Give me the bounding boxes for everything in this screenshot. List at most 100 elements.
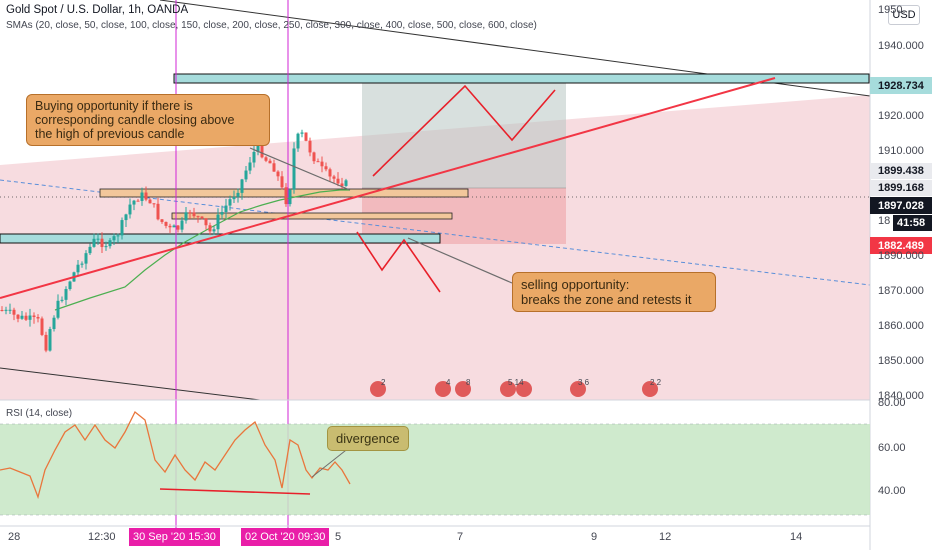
event-label: 4 [446,378,451,387]
bullish-projection[interactable] [372,84,556,177]
candle-body [4,309,8,311]
price-tick: 1890.000 [878,250,924,262]
sell-opportunity-note[interactable]: selling opportunity: breaks the zone and… [512,272,716,312]
candle-body [292,148,296,190]
orange-zone-1[interactable] [99,188,469,198]
time-tick: 7 [457,531,464,543]
price-label-b-bg [870,180,932,196]
price-tick: 1840.000 [878,390,924,402]
candle-body [268,160,272,164]
event-markers[interactable] [370,381,658,397]
candle-body [316,161,320,163]
candle-body [184,212,188,221]
price-label-current: 1897.028 [878,200,924,212]
sma-line[interactable] [54,189,350,311]
bearish-projection[interactable] [356,231,441,293]
event-icon[interactable] [642,381,658,397]
event-icon[interactable] [455,381,471,397]
rsi-line[interactable] [0,410,351,500]
candle-body [312,152,316,162]
candle-body [8,309,12,311]
time-tick: 14 [790,531,803,543]
candle-body [16,314,20,319]
candle-body [112,236,116,241]
candle-body [224,205,228,212]
candle-body [68,281,72,290]
event-label: 5 14 [508,378,524,387]
candle-body [320,161,324,167]
event-label: 8 [466,378,471,387]
candle-body [240,179,244,193]
candle-body [220,211,224,215]
divergence-note[interactable]: divergence [327,426,409,451]
price-label-red: 1882.489 [878,240,924,252]
candle-body [0,310,4,311]
price-tick: 1910.000 [878,145,924,157]
candle-body [60,299,64,301]
candle-body [28,315,32,320]
dashed-trendline[interactable] [0,179,871,286]
candle-body [44,334,48,351]
price-tick: 1870.000 [878,285,924,297]
event-icon[interactable] [500,381,516,397]
event-icon[interactable] [570,381,586,397]
countdown-label: 41:58 [897,217,926,229]
price-label-red-bg [870,237,932,254]
candle-body [252,151,256,163]
candle-body [228,199,232,206]
candle-body [128,204,132,215]
divergence-pointer [311,446,351,478]
candle-body [188,212,192,214]
divergence-line[interactable] [159,488,311,495]
candle-body [204,218,208,226]
candle-body [48,329,52,351]
buy-opportunity-note[interactable]: Buying opportunity if there is correspon… [26,94,270,146]
candle-body [96,238,100,240]
price-label-top-bg [870,77,932,94]
candle-body [92,238,96,247]
price-tick: 1940.000 [878,40,924,52]
event-icon[interactable] [435,381,451,397]
event-icon[interactable] [516,381,532,397]
candle-body [212,229,216,232]
candle-body [144,192,148,200]
candle-body [136,200,140,202]
time-highlight-1: 30 Sep '20 15:30 [129,528,220,546]
rsi-title[interactable]: RSI (14, close) [6,408,73,419]
price-label-current-bg [870,197,932,214]
candle-body [264,157,268,161]
indicator-legend[interactable]: SMAs (20, close, 50, close, 100, close, … [6,20,537,31]
support-zone[interactable] [0,233,441,244]
channel-bottom-line[interactable] [0,367,261,401]
candle-body [132,200,136,205]
buy-note-pointer [249,147,351,191]
event-icon[interactable] [370,381,386,397]
time-tick: 5 [335,531,342,543]
candle-body [120,220,124,236]
candle-body [76,264,80,273]
candle-body [248,162,252,171]
currency-button[interactable]: USD [888,5,920,25]
price-label-b: 1899.168 [878,182,924,194]
candle-body [296,133,300,149]
candle-body [52,317,56,330]
candle-body [328,169,332,177]
candle-body [200,216,204,219]
candle-body [256,140,260,152]
candle-body [88,246,92,254]
price-tick: 1950. [878,4,906,16]
orange-zone-2[interactable] [171,212,453,220]
rising-trendline[interactable] [0,77,776,299]
candle-body [284,187,288,205]
event-label: 2 2 [650,378,662,387]
candle-body [344,180,348,186]
candle-body [172,225,176,228]
candle-body [104,246,108,248]
candle-body [40,318,44,335]
candle-body [192,212,196,217]
event-label: 2 [381,378,386,387]
resistance-zone[interactable] [173,73,870,84]
target-zone[interactable] [362,83,566,188]
candle-body [156,203,160,220]
